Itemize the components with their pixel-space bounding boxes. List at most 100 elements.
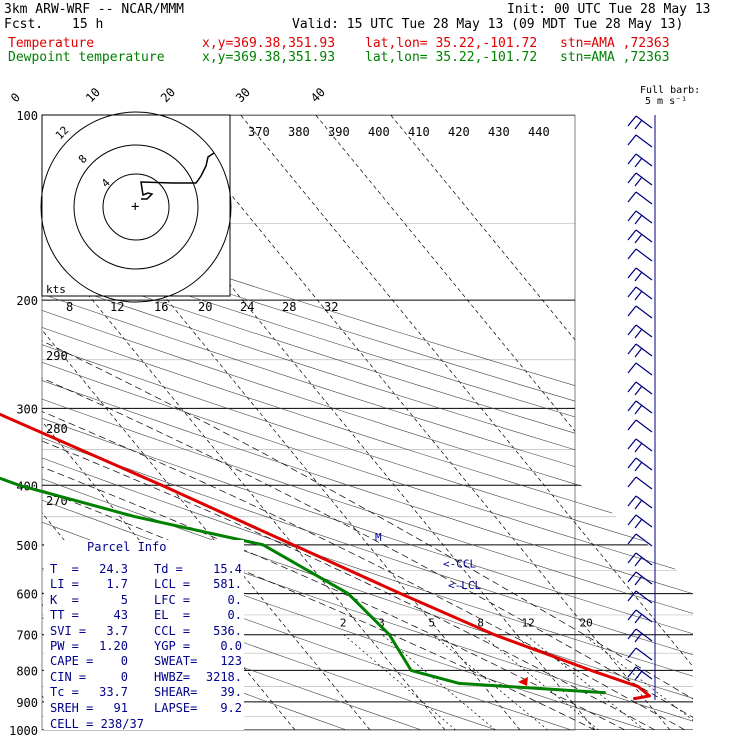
parcel-cell-value: LAPSE=: [154, 700, 198, 715]
wind-barb: [627, 533, 653, 547]
parcel-cell: CELL = 238/37: [50, 717, 144, 731]
dry-adiabat-400: [42, 115, 693, 730]
parcel-cell-value: 0.0: [220, 639, 242, 653]
wind-barb: [627, 609, 653, 624]
parcel-row: PW = 1.20 YGP = 0.0: [50, 639, 245, 654]
parcel-cell-value: K =: [50, 592, 79, 607]
speed-axis-label-32: 32: [324, 300, 338, 314]
isotherm-40: [315, 115, 693, 730]
pressure-label-600: 600: [16, 588, 38, 602]
wind-barb: [627, 476, 653, 490]
valid-time: Valid: 15 UTC Tue 28 May 13 (09 MDT Tue …: [292, 17, 684, 32]
wind-barb: [627, 134, 653, 148]
barb-note-units: 5 m s⁻¹: [645, 96, 687, 107]
dry-adiabat-250: [42, 115, 384, 730]
parcel-cell-value: 9.2: [220, 700, 242, 715]
wind-barb: [627, 457, 653, 472]
speed-axis-label-16: 16: [154, 300, 168, 314]
speed-axis-label-12: 12: [110, 300, 124, 314]
parcel-row: CIN = 0 HWBZ= 3218.: [50, 670, 245, 685]
mixing-ratio-label-8: 8: [477, 617, 484, 630]
dry-adiabat-label-290: 290: [46, 349, 68, 363]
dewpoint-temperature-line: [0, 476, 606, 695]
parcel-cell-value: EL =: [154, 608, 191, 623]
wind-barb: [627, 419, 653, 433]
parcel-cell-value: 1.20: [99, 639, 128, 653]
wind-barb: [627, 191, 653, 205]
moist-adiabat-26: [42, 299, 693, 730]
surface-parcel-arrow: [518, 677, 528, 686]
hodograph: 12 8 4 + kts: [40, 111, 232, 303]
wind-barb: [627, 267, 653, 282]
model-title: 3km ARW-WRF -- NCAR/MMM: [4, 2, 185, 17]
parcel-cell-value: 33.7: [99, 685, 128, 700]
parcel-cell-value: PW =: [50, 639, 79, 653]
isotherm-label-10: 10: [83, 85, 103, 105]
wind-barb: [627, 248, 653, 262]
speed-axis-label-24: 24: [240, 300, 254, 314]
hodograph-center-marker: +: [131, 199, 139, 215]
parcel-cell-value: 91: [113, 700, 128, 715]
temperature-latlon: lat,lon= 35.22,-101.72: [365, 36, 538, 51]
parcel-info-title: Parcel Info: [87, 540, 167, 554]
plot-frame: [41, 114, 576, 731]
parcel-cell-value: CAPE =: [50, 654, 94, 669]
parcel-cell-value: 0.: [227, 592, 242, 607]
hodograph-units: kts: [46, 283, 66, 296]
pressure-label-800: 800: [16, 664, 38, 678]
wind-barbs: [627, 115, 656, 700]
mixing-ratio-5: [432, 634, 549, 730]
parcel-cell-value: Tc =: [50, 685, 79, 700]
parcel-row: SREH = 91 LAPSE= 9.2: [50, 701, 245, 716]
dry-adiabat-370: [42, 115, 693, 730]
parcel-cell-value: SREH =: [50, 700, 94, 715]
wind-barb: [627, 229, 653, 244]
wind-barb: [627, 115, 653, 130]
isotherm-30: [240, 115, 693, 730]
init-time: Init: 00 UTC Tue 28 May 13: [507, 2, 711, 17]
speed-axis-label-28: 28: [282, 300, 296, 314]
mixing-ratio-label-2: 2: [340, 617, 347, 630]
parcel-cell-value: LFC =: [154, 592, 191, 607]
parcel-cell-value: 5: [120, 592, 128, 607]
wind-barb: [627, 400, 653, 415]
parcel-cell-value: CCL =: [154, 623, 191, 638]
wind-barb: [627, 286, 653, 301]
hodograph-ring-4: [102, 173, 170, 241]
mixing-ratio-label-5: 5: [429, 617, 436, 630]
mixing-ratio-12: [525, 634, 646, 730]
parcel-cell-value: 0: [120, 669, 128, 684]
parcel-cell-value: 0.: [227, 608, 242, 623]
lfc-marker: M: [375, 531, 382, 544]
dry-adiabat-label-380: 380: [288, 125, 310, 139]
wind-barb: [627, 153, 653, 168]
parcel-cell-value: 581.: [213, 577, 242, 592]
temperature-station: stn=AMA ,72363: [560, 36, 670, 51]
parcel-cell-value: LCL =: [154, 577, 191, 592]
hodograph-trace: [140, 152, 215, 200]
parcel-row: T = 24.3 Td = 15.4: [50, 562, 245, 577]
axis-labels: 235812201002003004005006007008009001000-…: [8, 85, 593, 738]
hodograph-ring-12: [40, 111, 232, 303]
parcel-level-lcl: <-LCL: [448, 579, 481, 592]
parcel-cell-value: 0: [120, 654, 128, 669]
wind-barb: [627, 438, 653, 453]
dewpoint-station: stn=AMA ,72363: [560, 50, 670, 65]
parcel-info-panel: Parcel Info T = 24.3 Td = 15.4 LI = 1.7 LCL = 5…: [44, 540, 245, 731]
parcel-cell-value: 1.7: [106, 577, 128, 592]
dry-adiabat-label-400: 400: [368, 125, 390, 139]
series-layer: <-CCL <-LCL M: [0, 412, 651, 701]
dry-adiabat-390: [42, 115, 693, 730]
dry-adiabat-label-420: 420: [448, 125, 470, 139]
pressure-label-1000: 1000: [9, 724, 38, 738]
parcel-cell-value: SWEAT=: [154, 654, 198, 669]
mixing-ratio-label-12: 12: [522, 617, 535, 630]
pressure-label-300: 300: [16, 402, 38, 416]
barb-note-title: Full barb:: [640, 85, 700, 96]
wind-barb: [627, 343, 653, 358]
dry-adiabat-420: [42, 115, 693, 730]
parcel-cell-value: CIN =: [50, 669, 87, 684]
parcel-cell-value: LI =: [50, 577, 79, 592]
parcel-cell-value: 3218.: [205, 669, 242, 684]
moist-adiabat-14: [42, 299, 626, 730]
